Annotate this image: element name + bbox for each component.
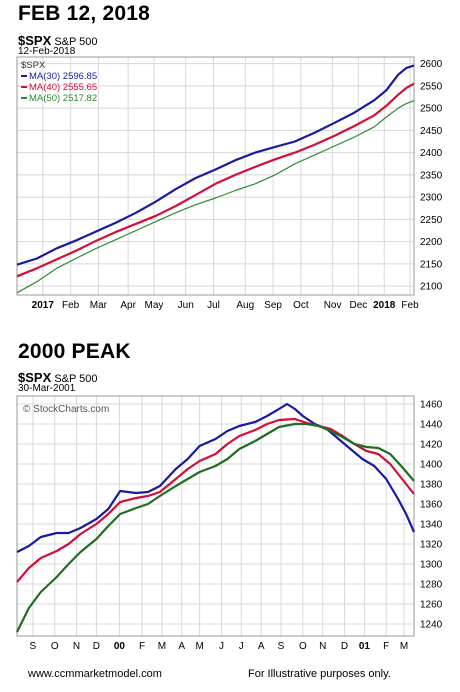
chart1-series-line-2 [16,82,415,278]
chart2-symbol-line: $SPX S&P 500 [18,370,98,385]
chart1-y-tick-label: 2550 [420,81,443,92]
chart2-y-tick-label: 1360 [420,500,443,511]
chart1-x-tick-label: Dec [350,300,368,311]
chart2-x-tick-label: D [93,641,100,652]
chart1-x-tick-label: Jul [207,300,220,311]
chart1-symbol-desc: S&P 500 [54,36,98,48]
chart1-x-tick-label: Feb [401,300,419,311]
chart1-y-tick-label: 2150 [420,259,443,270]
chart1-x-tick-label: Mar [90,300,108,311]
chart1-legend-title: $SPX [21,60,46,71]
chart2-x-tick-label: M [400,641,408,652]
chart1-heading: FEB 12, 2018 [18,2,150,25]
chart2-y-tick-label: 1400 [420,460,443,471]
footer-disclaimer: For Illustrative purposes only. [248,668,391,680]
chart2-y-tick-label: 1440 [420,420,443,431]
chart1-x-tick-label: Jun [178,300,194,311]
chart2-y-tick-label: 1460 [420,400,443,411]
chart1-y-tick-label: 2400 [420,148,443,159]
chart2-symbol: $SPX [18,370,52,385]
chart1-legend-entry: MA(40) 2555.65 [29,82,97,93]
chart1-x-tick-label: 2018 [373,300,396,311]
chart2-x-tick-label: J [219,641,224,652]
chart2-y-tick-label: 1240 [420,620,443,631]
chart2-x-tick-label: S [30,641,37,652]
chart2-x-tick-label: J [239,641,244,652]
chart2-x-tick-label: N [319,641,326,652]
chart2-y-tick-label: 1380 [420,480,443,491]
footer-website[interactable]: www.ccmmarketmodel.com [28,668,162,680]
chart1-y-tick-label: 2300 [420,193,443,204]
chart2-heading: 2000 PEAK [18,340,131,363]
chart1-legend-entry: MA(50) 2517.82 [29,93,97,104]
chart1-symbol: $SPX [18,33,52,48]
chart1-plot-frame [16,56,415,296]
chart2-y-tick-label: 1280 [420,580,443,591]
chart2-y-tick-label: 1420 [420,440,443,451]
chart1-symbol-line: $SPX S&P 500 [18,33,98,48]
chart2-x-tick-label: 01 [359,641,371,652]
chart1-x-tick-label: Sep [264,300,282,311]
chart2-x-tick-label: M [158,641,166,652]
chart2-date: 30-Mar-2001 [18,383,76,394]
chart1-y-tick-label: 2250 [420,215,443,226]
chart2-y-tick-label: 1300 [420,560,443,571]
chart2-y-tick-label: 1260 [420,600,443,611]
chart1-series-line-3 [16,100,415,294]
chart2-plot-frame [16,395,415,637]
chart1-x-tick-label: Oct [293,300,309,311]
chart2-watermark: © StockCharts.com [23,404,109,415]
chart1-y-tick-label: 2350 [420,170,443,181]
chart1-x-tick-label: Feb [62,300,80,311]
chart2-x-tick-label: F [383,641,389,652]
chart2-x-tick-label: D [341,641,348,652]
chart2-x-tick-label: 00 [114,641,126,652]
chart1-y-tick-label: 2100 [420,282,443,293]
chart2-series-line-1 [16,402,416,553]
chart2-y-tick-label: 1320 [420,540,443,551]
chart1-y-tick-label: 2450 [420,126,443,137]
chart2-x-tick-label: S [278,641,285,652]
chart2-series-line-3 [16,422,415,633]
chart2-x-tick-label: F [139,641,145,652]
chart1-y-tick-label: 2600 [420,59,443,70]
chart1-x-tick-label: May [145,300,164,311]
chart1-legend-entry: MA(30) 2596.85 [29,71,97,82]
chart1-y-tick-label: 2500 [420,104,443,115]
chart1-y-tick-label: 2200 [420,237,443,248]
chart1-x-tick-label: Apr [120,300,136,311]
chart2-x-tick-label: O [51,641,59,652]
chart2-x-tick-label: M [195,641,203,652]
chart2-x-tick-label: O [299,641,307,652]
chart1-date: 12-Feb-2018 [18,46,76,57]
chart2-x-tick-label: A [258,641,265,652]
chart1-series-line-1 [16,64,415,266]
chart1-x-tick-label: Aug [236,300,254,311]
chart2-x-tick-label: A [178,641,185,652]
chart1-x-tick-label: 2017 [32,300,55,311]
chart2-y-tick-label: 1340 [420,520,443,531]
chart2-symbol-desc: S&P 500 [54,373,98,385]
chart2-x-tick-label: N [73,641,80,652]
chart1-x-tick-label: Nov [324,300,342,311]
